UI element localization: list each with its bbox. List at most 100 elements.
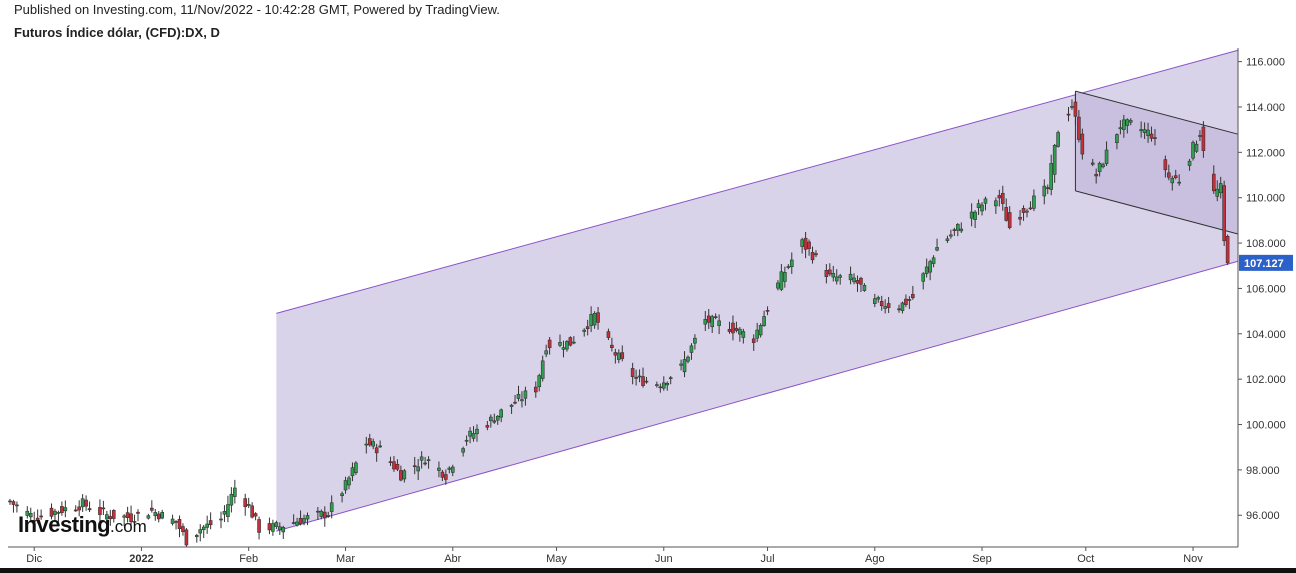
candle bbox=[440, 469, 445, 482]
candle bbox=[520, 391, 524, 408]
candle-down bbox=[101, 507, 106, 510]
candle bbox=[610, 337, 614, 352]
last-price-label: 107.127 bbox=[1244, 258, 1284, 270]
candle-down bbox=[184, 529, 189, 546]
published-note: Published on Investing.com, 11/Nov/2022 … bbox=[14, 2, 500, 17]
candle bbox=[800, 237, 804, 254]
y-tick-label: 98.000 bbox=[1246, 465, 1280, 477]
candle bbox=[762, 310, 766, 327]
candle bbox=[437, 461, 441, 478]
candle-up bbox=[447, 467, 452, 470]
candle-up bbox=[1042, 185, 1047, 197]
candle-down bbox=[1077, 116, 1081, 140]
candle-up bbox=[426, 459, 431, 462]
candle-up bbox=[25, 510, 30, 516]
candle-up bbox=[1122, 119, 1126, 130]
candle bbox=[153, 509, 158, 521]
candle bbox=[1118, 120, 1123, 135]
candle bbox=[271, 519, 275, 536]
candle-down bbox=[886, 303, 891, 308]
candle bbox=[1173, 169, 1178, 180]
candle bbox=[848, 266, 853, 285]
candle bbox=[423, 456, 427, 466]
candle-up bbox=[450, 466, 455, 473]
candle-up bbox=[1097, 162, 1102, 172]
candle-down bbox=[1094, 174, 1098, 177]
y-tick-label: 102.000 bbox=[1246, 374, 1286, 386]
candle-down bbox=[1149, 133, 1154, 139]
candle-down bbox=[150, 507, 154, 511]
candle bbox=[233, 479, 237, 504]
candle-up bbox=[302, 518, 306, 523]
candle bbox=[319, 509, 324, 520]
candle bbox=[911, 285, 915, 300]
candle bbox=[907, 296, 912, 310]
candle-down bbox=[250, 505, 254, 518]
candle-up bbox=[980, 204, 984, 212]
candle-up bbox=[686, 356, 690, 362]
candle-down bbox=[392, 461, 396, 470]
candle bbox=[1066, 106, 1071, 122]
candle bbox=[105, 510, 109, 523]
candle-up bbox=[983, 198, 988, 204]
candle-up bbox=[105, 514, 109, 520]
candle-up bbox=[354, 462, 358, 474]
candle bbox=[997, 189, 1002, 207]
candle bbox=[350, 462, 355, 482]
candle bbox=[862, 283, 867, 292]
y-tick-label: 96.000 bbox=[1246, 510, 1280, 522]
candle bbox=[568, 336, 573, 347]
candle bbox=[1070, 99, 1074, 110]
candle-down bbox=[513, 401, 517, 404]
candle bbox=[876, 295, 881, 303]
candle-down bbox=[60, 506, 64, 514]
candle bbox=[1201, 121, 1206, 158]
candle bbox=[198, 524, 203, 542]
candle-down bbox=[326, 515, 331, 517]
candle bbox=[834, 269, 839, 285]
candle-up bbox=[475, 428, 479, 435]
candle-up bbox=[717, 320, 721, 326]
candle bbox=[755, 322, 759, 343]
candle bbox=[49, 503, 54, 520]
candle-up bbox=[949, 234, 953, 237]
candle bbox=[495, 415, 500, 425]
candle-down bbox=[177, 519, 182, 529]
candle-down bbox=[322, 511, 327, 519]
candle bbox=[489, 414, 493, 428]
candle-up bbox=[848, 273, 853, 281]
candle bbox=[831, 265, 836, 282]
candle bbox=[585, 319, 590, 336]
candle bbox=[108, 509, 113, 526]
candle bbox=[56, 510, 61, 522]
candle bbox=[73, 505, 78, 512]
candle bbox=[738, 327, 742, 342]
candle bbox=[717, 314, 721, 335]
candle-up bbox=[758, 325, 763, 336]
candle bbox=[15, 501, 19, 513]
candle bbox=[969, 203, 974, 227]
candle bbox=[679, 359, 683, 371]
candle bbox=[111, 509, 116, 523]
y-tick-label: 112.000 bbox=[1246, 147, 1285, 159]
candle-down bbox=[713, 316, 718, 318]
candle-down bbox=[136, 511, 140, 514]
candle bbox=[637, 369, 642, 383]
candle bbox=[305, 512, 310, 526]
candle bbox=[592, 311, 597, 329]
candle bbox=[1104, 141, 1109, 167]
candle bbox=[60, 501, 64, 516]
candle-up bbox=[1115, 134, 1119, 144]
x-tick-label: Jul bbox=[761, 553, 775, 565]
candle-up bbox=[461, 448, 465, 453]
candle bbox=[589, 306, 593, 333]
candle-up bbox=[1177, 181, 1181, 184]
candle bbox=[243, 493, 248, 516]
candle bbox=[291, 514, 296, 525]
candle bbox=[298, 510, 303, 526]
candle-up bbox=[194, 534, 199, 538]
candle-up bbox=[1101, 164, 1105, 168]
candle bbox=[706, 309, 711, 330]
candle bbox=[617, 349, 621, 364]
